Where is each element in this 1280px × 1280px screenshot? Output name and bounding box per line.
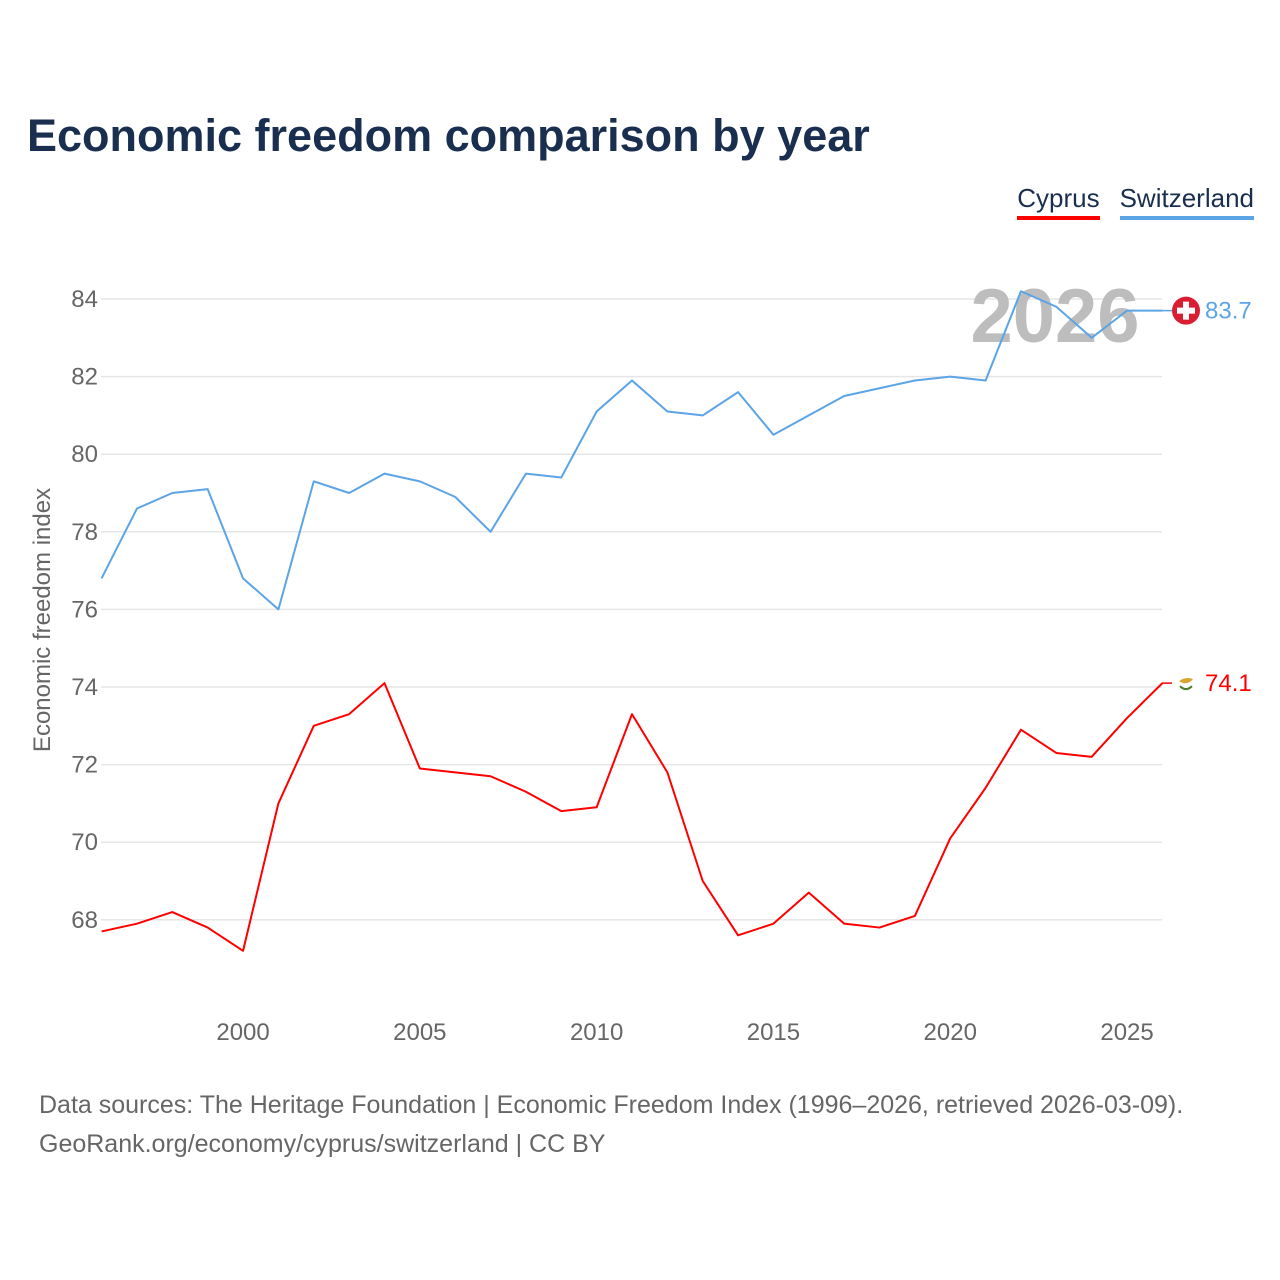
year-watermark: 2026 — [970, 274, 1139, 359]
x-tick-label: 2020 — [924, 1019, 977, 1046]
y-tick-label: 80 — [71, 441, 98, 468]
x-tick-label: 2025 — [1100, 1019, 1153, 1046]
source-link[interactable]: GeoRank.org/economy/cyprus/switzerland |… — [39, 1130, 606, 1158]
legend-cyprus[interactable]: Cyprus — [1017, 183, 1100, 220]
cyprus-map-icon — [1179, 677, 1193, 684]
x-tick-label: 2015 — [747, 1019, 800, 1046]
flag-cross — [1177, 307, 1195, 314]
chart-title: Economic freedom comparison by year — [27, 110, 870, 161]
end-value-label: 74.1 — [1205, 670, 1252, 697]
y-tick-label: 78 — [71, 519, 98, 546]
end-value-label: 83.7 — [1205, 298, 1252, 325]
legend-switzerland[interactable]: Switzerland — [1119, 183, 1254, 220]
y-axis-label: Economic freedom index — [29, 488, 56, 752]
footer: Data sources: The Heritage Foundation | … — [39, 1086, 1183, 1164]
y-tick-label: 74 — [71, 674, 98, 701]
olive-branch-icon — [1179, 685, 1193, 691]
series-line-cyprus — [101, 682, 1164, 952]
y-tick-label: 72 — [71, 752, 98, 779]
x-tick-label: 2000 — [216, 1019, 269, 1046]
x-tick-label: 2010 — [570, 1019, 623, 1046]
y-tick-label: 70 — [71, 829, 98, 856]
y-tick-label: 68 — [71, 907, 98, 934]
x-tick-label: 2005 — [393, 1019, 446, 1046]
legend: Cyprus Switzerland — [1017, 183, 1254, 220]
y-tick-label: 76 — [71, 596, 98, 623]
data-sources: Data sources: The Heritage Foundation | … — [39, 1091, 1184, 1119]
y-tick-label: 84 — [71, 286, 98, 313]
y-tick-label: 82 — [71, 364, 98, 391]
